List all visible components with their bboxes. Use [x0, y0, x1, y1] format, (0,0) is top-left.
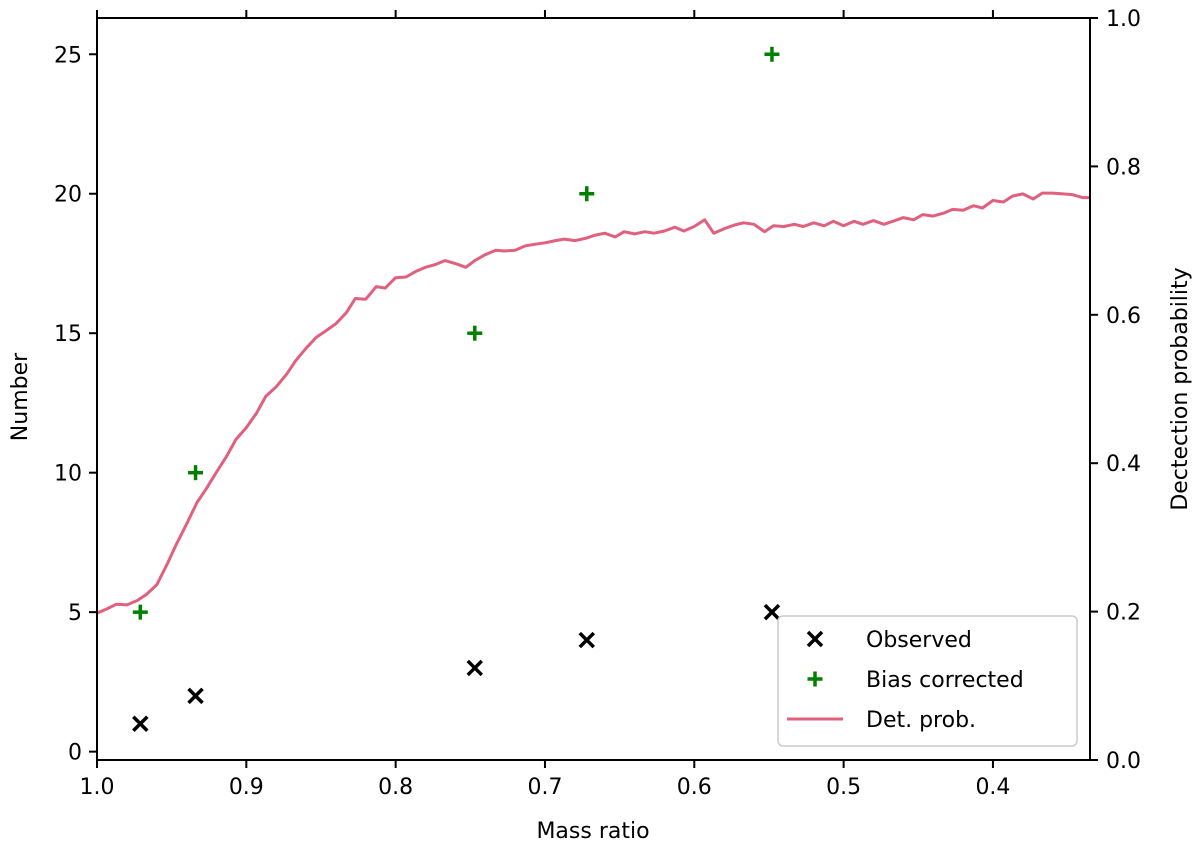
legend-label-0: Observed: [866, 628, 972, 653]
y-tick-label-right-0: 0.0: [1106, 749, 1141, 774]
series-line-det-prob: [96, 191, 1090, 615]
bias-corrected-point-0: [132, 604, 148, 620]
observed-point-1: [187, 687, 204, 705]
axes-layer: 1.0 0.9 0.8 0.7 0.6 0.5 0.4 0 5 10 15 20 25 0.0 0.2 0.4…: [54, 7, 1141, 800]
bias-corrected-point-2: [467, 325, 483, 341]
y-tick-label-left-0: 0: [68, 741, 82, 766]
y-tick-label-right-1: 0.2: [1106, 601, 1141, 626]
legend-label-1: Bias corrected: [866, 668, 1024, 693]
observed-point-0-stroke-b: [132, 715, 149, 732]
observed-point-2: [466, 659, 484, 677]
observed-point-4: [763, 603, 781, 621]
legend-marker-observed: [806, 630, 824, 648]
y-right-axis-title: Dectection probability: [1168, 267, 1193, 510]
x-tick-label-5: 0.5: [826, 775, 861, 800]
legend-marker-observed-stroke-b: [806, 630, 824, 648]
y-tick-label-right-4: 0.8: [1106, 155, 1141, 180]
y-tick-label-left-4: 20: [54, 183, 82, 208]
y-tick-label-right-5: 1.0: [1106, 7, 1141, 32]
bias-corrected-point-1: [188, 465, 204, 481]
observed-point-2-stroke-b: [466, 659, 484, 677]
y-tick-label-left-1: 5: [68, 601, 82, 626]
y-tick-label-right-2: 0.4: [1106, 452, 1141, 477]
y-tick-label-right-3: 0.6: [1106, 304, 1141, 329]
observed-point-4-stroke-b: [763, 603, 781, 621]
legend-frame: [777, 615, 1078, 747]
y-tick-label-left-3: 15: [54, 322, 82, 347]
observed-point-3: [578, 631, 596, 649]
x-tick-label-3: 0.7: [527, 775, 562, 800]
legend-marker-bias-corrected: [807, 671, 823, 687]
x-tick-label-6: 0.4: [975, 775, 1010, 800]
x-tick-label-4: 0.6: [677, 775, 712, 800]
observed-point-1-stroke-b: [187, 687, 204, 705]
legend-label-2: Det. prob.: [866, 708, 976, 733]
x-tick-label-2: 0.8: [378, 775, 413, 800]
legend: Observed Bias corrected Det. prob.: [777, 615, 1078, 747]
observed-point-3-stroke-b: [578, 631, 596, 649]
plot-layer: [96, 46, 1090, 732]
y-tick-label-left-5: 25: [54, 43, 82, 68]
bias-corrected-point-3: [579, 186, 595, 202]
x-tick-label-1: 0.9: [229, 775, 264, 800]
bias-corrected-point-4: [764, 46, 780, 62]
x-axis-title: Mass ratio: [536, 819, 649, 844]
y-tick-label-left-2: 10: [54, 462, 82, 487]
y-axis-title: Number: [8, 352, 33, 441]
x-tick-label-0: 1.0: [80, 775, 115, 800]
observed-point-0: [132, 715, 149, 732]
